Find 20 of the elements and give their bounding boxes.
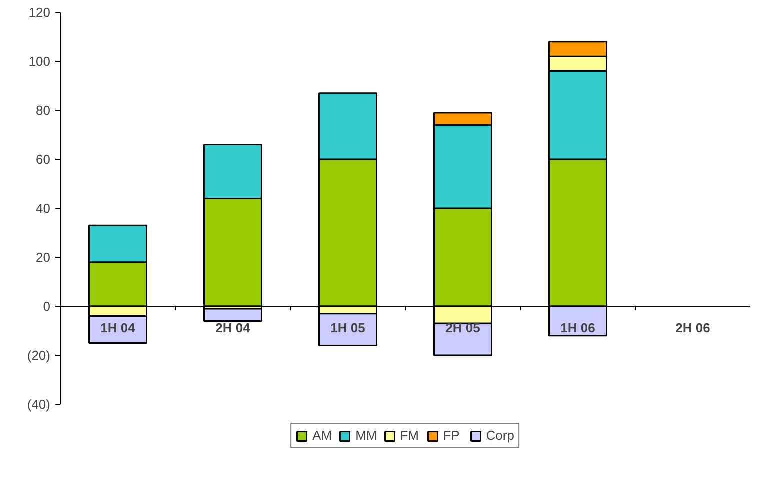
y-tick-label: 20 (36, 250, 51, 265)
y-tick-label: 80 (36, 103, 51, 118)
y-tick-label: 60 (36, 152, 51, 167)
x-tick-label: 1H 05 (330, 320, 366, 336)
y-tick-label: (40) (27, 397, 51, 412)
y-tick-label: 100 (28, 54, 51, 69)
legend-label: AM (312, 428, 333, 443)
x-tick-label: 2H 04 (216, 320, 252, 336)
legend-label: FP (443, 428, 461, 443)
x-tick-label: 2H 06 (676, 320, 710, 336)
y-tick-label: 40 (36, 201, 51, 216)
x-tick-label: 2H 05 (446, 320, 480, 336)
x-tick-label: 1H 04 (100, 320, 136, 336)
y-tick-label: 120 (28, 5, 51, 20)
legend-label: FM (400, 428, 420, 443)
legend-label: MM (356, 428, 378, 443)
y-tick-label: 0 (43, 299, 51, 314)
y-tick-label: (20) (27, 348, 51, 363)
legend-label: Corp (486, 428, 514, 443)
x-tick-label: 1H 06 (560, 320, 596, 336)
